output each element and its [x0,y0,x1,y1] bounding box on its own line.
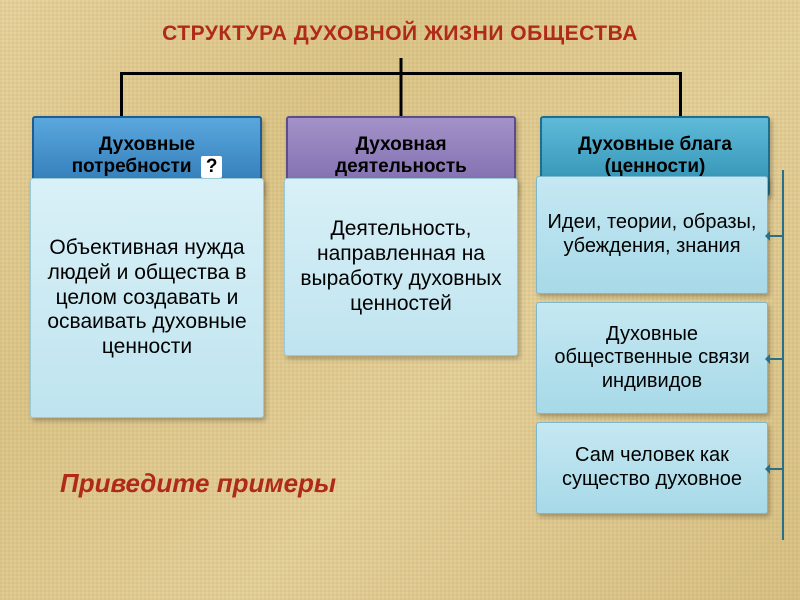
diagram-root: СТРУКТУРА ДУХОВНОЙ ЖИЗНИ ОБЩЕСТВА Духовн… [0,0,800,600]
col3-sub2: Духовные общественные связи индивидов [536,302,768,414]
col1-description: Объективная нужда людей и общества в цел… [30,178,264,418]
col3-sub-connector [770,170,790,540]
col3-sub1: Идеи, теории, образы, убеждения, знания [536,176,768,294]
footer-prompt: Приведите примеры [60,468,336,499]
tree-connector [120,72,682,116]
col2-description: Деятельность, направленная на выработку … [284,178,518,356]
col3-sub3: Сам человек как существо духовное [536,422,768,514]
page-title: СТРУКТУРА ДУХОВНОЙ ЖИЗНИ ОБЩЕСТВА [0,0,800,46]
col1-header-text: Духовные потребности [72,134,196,177]
question-mark-icon: ? [201,156,223,178]
